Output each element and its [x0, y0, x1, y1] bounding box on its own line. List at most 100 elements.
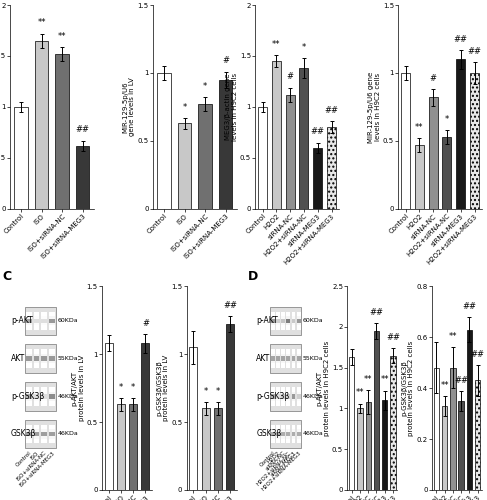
Bar [49, 326, 55, 328]
Bar [49, 436, 55, 438]
Text: ##: ## [324, 106, 338, 115]
Bar [25, 344, 56, 373]
Bar [41, 321, 47, 323]
Text: ##: ## [370, 308, 383, 317]
Bar [281, 323, 285, 326]
Bar [271, 354, 275, 356]
Bar [26, 430, 32, 432]
Bar [286, 394, 290, 396]
Bar [286, 314, 290, 316]
Bar [429, 98, 438, 209]
Bar [26, 401, 32, 403]
Bar [26, 427, 32, 430]
Bar [292, 366, 296, 368]
Bar [271, 387, 275, 390]
Bar [374, 331, 379, 490]
Bar [34, 427, 39, 430]
Bar [456, 60, 465, 209]
Bar [258, 107, 267, 209]
Text: **: ** [440, 380, 449, 390]
Bar [226, 324, 234, 490]
Bar [271, 316, 275, 318]
Text: **: ** [58, 32, 66, 40]
Y-axis label: MEG3/β-actin gene
levels in H9C2 cells: MEG3/β-actin gene levels in H9C2 cells [225, 73, 238, 141]
Bar [281, 441, 285, 443]
Text: **: ** [415, 123, 424, 132]
Bar [41, 366, 47, 368]
Bar [41, 438, 47, 441]
Bar [286, 424, 290, 427]
Y-axis label: p-GSK3β/GSK3β
protein levels in LV: p-GSK3β/GSK3β protein levels in LV [156, 355, 169, 421]
Bar [276, 316, 280, 318]
Bar [271, 394, 275, 396]
Bar [357, 408, 363, 490]
Bar [292, 363, 296, 366]
Text: **: ** [364, 374, 373, 384]
Bar [276, 436, 280, 438]
Bar [281, 436, 285, 438]
Bar [286, 354, 290, 356]
Bar [270, 306, 301, 335]
Text: ISO+siRNA-NC: ISO+siRNA-NC [16, 450, 48, 482]
Bar [297, 356, 300, 358]
Text: p-GSK3β: p-GSK3β [11, 392, 44, 401]
Bar [297, 430, 300, 432]
Bar [276, 434, 280, 436]
Bar [271, 403, 275, 406]
Bar [49, 396, 55, 398]
Bar [34, 316, 39, 318]
Bar [292, 316, 296, 318]
Y-axis label: p-AKT/AKT
protein levels in H9C2 cells: p-AKT/AKT protein levels in H9C2 cells [317, 340, 330, 436]
Bar [297, 427, 300, 430]
Bar [14, 107, 28, 209]
Text: ##: ## [223, 301, 237, 310]
Bar [271, 430, 275, 432]
Bar [34, 321, 39, 323]
Bar [271, 356, 275, 358]
Bar [276, 314, 280, 316]
Bar [49, 361, 55, 363]
Bar [300, 68, 308, 209]
Bar [26, 387, 32, 390]
Bar [382, 400, 387, 490]
Text: #: # [287, 72, 294, 82]
Bar [56, 54, 69, 209]
Bar [142, 344, 150, 490]
Bar [292, 424, 296, 427]
Bar [281, 392, 285, 394]
Bar [297, 438, 300, 441]
Bar [26, 361, 32, 363]
Text: #: # [142, 318, 149, 328]
Bar [297, 387, 300, 390]
Text: Control: Control [259, 450, 276, 468]
Bar [34, 441, 39, 443]
Bar [34, 314, 39, 316]
Bar [41, 363, 47, 366]
Text: 46KDa: 46KDa [58, 432, 78, 436]
Text: *: * [445, 115, 449, 124]
Bar [26, 316, 32, 318]
Bar [49, 427, 55, 430]
Bar [276, 321, 280, 323]
Bar [34, 401, 39, 403]
Bar [281, 356, 285, 358]
Bar [41, 326, 47, 328]
Bar [292, 354, 296, 356]
Bar [281, 326, 285, 328]
Bar [26, 326, 32, 328]
Text: *: * [119, 382, 123, 392]
Bar [292, 321, 296, 323]
Text: siRNA-NC: siRNA-NC [265, 450, 287, 472]
Bar [26, 394, 32, 396]
Bar [49, 394, 55, 396]
Bar [178, 123, 191, 209]
Bar [286, 328, 290, 330]
Bar [276, 356, 280, 358]
Bar [286, 361, 290, 363]
Bar [214, 408, 222, 490]
Bar [271, 321, 275, 323]
Text: AKT: AKT [256, 354, 270, 363]
Bar [41, 427, 47, 430]
Bar [276, 361, 280, 363]
Bar [292, 314, 296, 316]
